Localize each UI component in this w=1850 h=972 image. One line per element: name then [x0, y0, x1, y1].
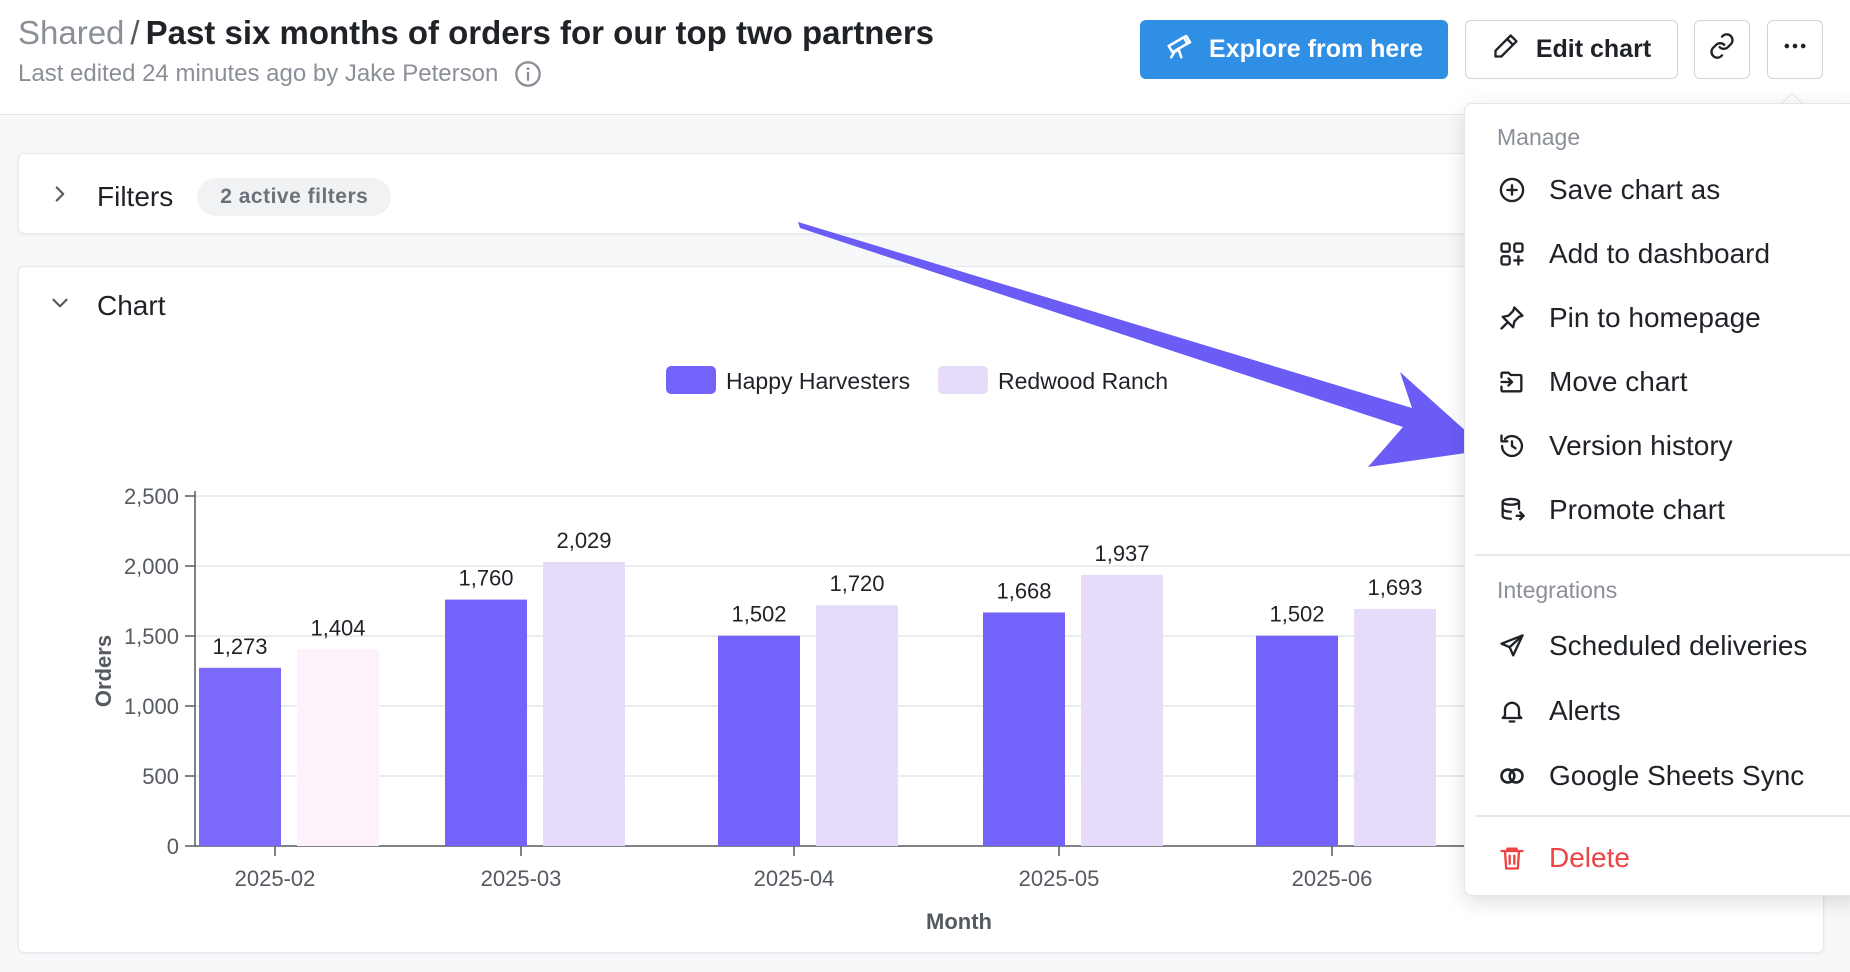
bell-icon — [1497, 696, 1527, 726]
bar-value-label: 1,404 — [310, 615, 365, 640]
last-edited-info: Last edited 24 minutes ago by Jake Peter… — [18, 60, 542, 88]
last-edited-text: Last edited 24 minutes ago by Jake Peter… — [18, 60, 499, 87]
pin-icon — [1497, 303, 1527, 333]
x-tick-label: 2025-05 — [1019, 866, 1100, 891]
top-bar: Shared / Past six months of orders for our… — [0, 0, 1850, 115]
menu-item-delete[interactable]: Delete — [1497, 830, 1850, 886]
bar-value-label: 1,668 — [996, 578, 1051, 603]
more-options-menu: Manage Save chart as Add to dashboard Pi… — [1464, 103, 1850, 896]
menu-item-google-sheets-sync[interactable]: Google Sheets Sync — [1497, 748, 1850, 804]
bar-value-label: 1,502 — [731, 602, 786, 627]
menu-item-label: Version history — [1549, 430, 1733, 461]
breadcrumb-separator: / — [130, 14, 140, 51]
bar-redwood-ranch — [543, 561, 625, 846]
bar-redwood-ranch — [1081, 574, 1163, 846]
menu-item-label: Alerts — [1549, 695, 1621, 726]
menu-item-label: Scheduled deliveries — [1549, 630, 1808, 661]
menu-divider — [1475, 554, 1850, 556]
bar-happy-harvesters — [718, 635, 800, 846]
menu-item-label: Save chart as — [1549, 174, 1721, 205]
menu-item-label: Promote chart — [1549, 494, 1725, 525]
y-tick-label: 2,500 — [124, 484, 179, 509]
chart-header[interactable]: Chart — [47, 287, 165, 324]
bar-happy-harvesters — [983, 612, 1065, 846]
chevron-down-icon[interactable] — [47, 287, 73, 324]
copy-link-button[interactable] — [1694, 20, 1750, 79]
x-tick-label: 2025-06 — [1292, 866, 1373, 891]
y-tick-label: 0 — [167, 834, 179, 859]
bar-redwood-ranch — [816, 605, 898, 846]
page-title-row: Shared / Past six months of orders for our… — [18, 14, 934, 52]
link-icon — [1708, 32, 1736, 67]
bar-value-label: 1,937 — [1094, 541, 1149, 566]
menu-item-label: Move chart — [1549, 366, 1688, 397]
bar-happy-harvesters — [445, 599, 527, 846]
bar-value-label: 2,029 — [556, 528, 611, 553]
manage-section-label: Manage — [1497, 124, 1581, 150]
bar-value-label: 1,720 — [829, 571, 884, 596]
history-icon — [1497, 431, 1527, 461]
menu-item-save-chart-as[interactable]: Save chart as — [1497, 162, 1850, 218]
page-title: Past six months of orders for our top tw… — [145, 14, 935, 51]
x-axis-title: Month — [926, 909, 992, 934]
plus-circle-icon — [1497, 175, 1527, 205]
x-tick-label: 2025-02 — [235, 866, 316, 891]
y-tick-label: 1,000 — [124, 694, 179, 719]
bar-redwood-ranch — [1354, 608, 1436, 846]
bar-value-label: 1,760 — [458, 566, 513, 591]
filters-title: Filters — [97, 180, 174, 212]
ellipsis-icon — [1781, 32, 1809, 67]
menu-item-label: Add to dashboard — [1549, 238, 1771, 269]
edit-chart-button[interactable]: Edit chart — [1465, 20, 1678, 79]
filters-header[interactable]: Filters 2 active filters — [47, 170, 392, 223]
info-icon[interactable] — [514, 60, 542, 88]
explore-from-here-button[interactable]: Explore from here — [1140, 20, 1448, 79]
send-icon — [1497, 631, 1527, 661]
telescope-icon — [1165, 31, 1195, 68]
x-tick-label: 2025-03 — [481, 866, 562, 891]
bar-value-label: 1,502 — [1269, 602, 1324, 627]
integrations-section-label: Integrations — [1497, 577, 1618, 603]
y-tick-label: 1,500 — [124, 624, 179, 649]
trash-icon — [1497, 843, 1527, 873]
menu-item-promote-chart[interactable]: Promote chart — [1497, 482, 1850, 538]
database-promote-icon — [1497, 495, 1527, 525]
bar-value-label: 1,693 — [1367, 575, 1422, 600]
edit-label: Edit chart — [1535, 35, 1652, 63]
legend-swatch — [666, 366, 716, 394]
menu-item-alerts[interactable]: Alerts — [1497, 683, 1850, 739]
legend-swatch — [938, 366, 988, 394]
bar-happy-harvesters — [1256, 635, 1338, 846]
menu-item-add-to-dashboard[interactable]: Add to dashboard — [1497, 226, 1850, 282]
menu-item-label: Pin to homepage — [1549, 302, 1761, 333]
menu-item-label: Google Sheets Sync — [1549, 760, 1805, 791]
legend-label: Happy Harvesters — [726, 368, 910, 394]
bar-chart: 0 500 1,000 1,500 2,000 2,500 1,273 1,404 2025-0… — [91, 366, 1489, 934]
explore-label: Explore from here — [1209, 35, 1423, 63]
legend-label: Redwood Ranch — [998, 368, 1168, 394]
breadcrumb[interactable]: Shared — [18, 14, 125, 51]
chevron-right-icon[interactable] — [47, 170, 73, 223]
menu-item-move-chart[interactable]: Move chart — [1497, 354, 1850, 410]
menu-divider — [1475, 815, 1850, 817]
sync-icon — [1497, 761, 1527, 791]
chart-title: Chart — [97, 289, 166, 321]
menu-item-pin-to-homepage[interactable]: Pin to homepage — [1497, 290, 1850, 346]
more-options-button[interactable] — [1767, 20, 1823, 79]
menu-item-version-history[interactable]: Version history — [1497, 418, 1850, 474]
active-filters-badge[interactable]: 2 active filters — [197, 177, 392, 216]
pencil-icon — [1492, 32, 1520, 67]
dashboard-add-icon — [1497, 239, 1527, 269]
y-axis-title: Orders — [91, 635, 116, 707]
bar-happy-harvesters — [199, 667, 281, 846]
y-tick-label: 500 — [142, 764, 179, 789]
bar-redwood-ranch — [297, 649, 379, 846]
bar-value-label: 1,273 — [212, 634, 267, 659]
folder-move-icon — [1497, 367, 1527, 397]
delete-label: Delete — [1549, 842, 1630, 873]
y-tick-label: 2,000 — [124, 554, 179, 579]
menu-item-scheduled-deliveries[interactable]: Scheduled deliveries — [1497, 618, 1850, 674]
x-tick-label: 2025-04 — [754, 866, 835, 891]
